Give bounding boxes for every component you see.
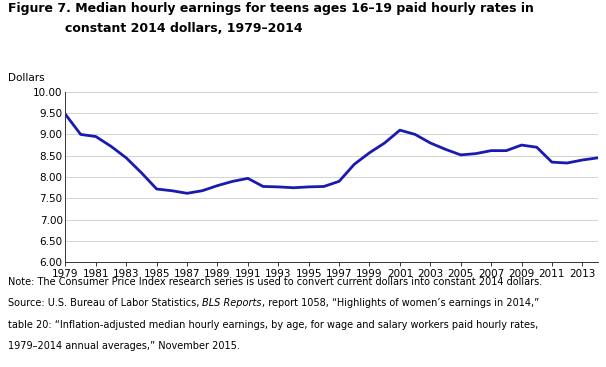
Text: Figure 7. Median hourly earnings for teens ages 16–19 paid hourly rates in: Figure 7. Median hourly earnings for tee…: [8, 2, 534, 15]
Text: constant 2014 dollars, 1979–2014: constant 2014 dollars, 1979–2014: [65, 22, 303, 35]
Text: Note: The Consumer Price Index research series is used to convert current dollar: Note: The Consumer Price Index research …: [8, 277, 542, 287]
Text: , report 1058, “Highlights of women’s earnings in 2014,”: , report 1058, “Highlights of women’s ea…: [262, 298, 539, 308]
Text: Source: U.S. Bureau of Labor Statistics,: Source: U.S. Bureau of Labor Statistics,: [8, 298, 202, 308]
Text: Dollars: Dollars: [8, 73, 44, 83]
Text: table 20: “Inflation-adjusted median hourly earnings, by age, for wage and salar: table 20: “Inflation-adjusted median hou…: [8, 320, 538, 330]
Text: 1979–2014 annual averages,” November 2015.: 1979–2014 annual averages,” November 201…: [8, 341, 240, 351]
Text: BLS Reports: BLS Reports: [202, 298, 262, 308]
